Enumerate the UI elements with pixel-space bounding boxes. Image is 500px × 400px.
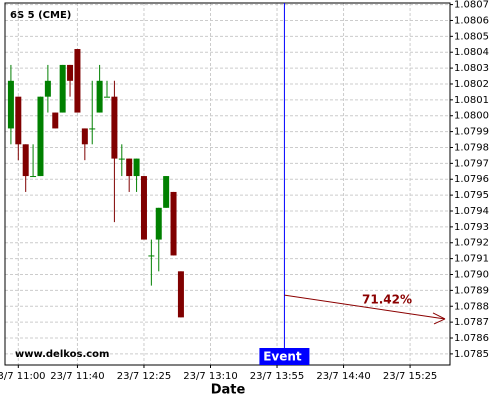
candle-body bbox=[15, 96, 22, 145]
x-tick-label: 23/7 13:55 bbox=[250, 371, 304, 382]
y-tick-label: 1.0795 bbox=[454, 190, 489, 201]
candle-body bbox=[37, 96, 44, 177]
x-tick-label: 23/7 12:25 bbox=[117, 371, 171, 382]
y-tick-label: 1.0800 bbox=[454, 111, 489, 122]
x-tick-label: 23/7 14:40 bbox=[316, 371, 370, 382]
x-tick-label: 23/7 13:10 bbox=[183, 371, 237, 382]
y-tick-label: 1.0786 bbox=[454, 333, 489, 344]
candle-body bbox=[22, 144, 29, 177]
candle-body bbox=[96, 80, 103, 113]
candle-body bbox=[44, 80, 51, 97]
candle-body bbox=[111, 96, 118, 159]
plot-frame bbox=[4, 2, 451, 366]
y-tick-label: 1.0796 bbox=[454, 174, 489, 185]
y-tick-label: 1.0805 bbox=[454, 31, 489, 42]
y-tick-label: 1.0803 bbox=[454, 63, 489, 74]
candle-body bbox=[59, 64, 66, 113]
y-tick-label: 1.0791 bbox=[454, 254, 489, 265]
y-tick-label: 1.0799 bbox=[454, 127, 489, 138]
y-tick-label: 1.0790 bbox=[454, 270, 489, 281]
candle-body bbox=[74, 49, 81, 113]
candle-body bbox=[140, 176, 147, 240]
candle-body bbox=[126, 158, 133, 177]
candle-body bbox=[118, 158, 125, 160]
candle-body bbox=[133, 158, 140, 177]
x-axis-label: Date bbox=[211, 383, 246, 398]
y-tick-label: 1.0797 bbox=[454, 158, 489, 169]
candle-body bbox=[163, 176, 170, 208]
y-tick-label: 1.0807 bbox=[454, 0, 489, 11]
candle-body bbox=[177, 271, 184, 318]
y-tick-label: 1.0794 bbox=[454, 206, 489, 217]
x-tick-label: 23/7 11:00 bbox=[0, 371, 46, 382]
y-tick-label: 1.0787 bbox=[454, 317, 489, 328]
candle-body bbox=[81, 128, 88, 145]
candle-body bbox=[170, 191, 177, 256]
y-tick-label: 1.0793 bbox=[454, 222, 489, 233]
candle-body bbox=[148, 255, 155, 257]
candle-body bbox=[7, 80, 14, 129]
candle-body bbox=[155, 207, 162, 240]
y-tick-label: 1.0785 bbox=[454, 349, 489, 360]
y-tick-label: 1.0792 bbox=[454, 238, 489, 249]
y-tick-label: 1.0804 bbox=[454, 47, 489, 58]
x-tick-label: 23/7 15:25 bbox=[383, 371, 437, 382]
candle-body bbox=[52, 112, 59, 129]
chart-title: 6S 5 (CME) bbox=[10, 10, 71, 21]
forecast-arrow bbox=[284, 294, 446, 320]
y-tick-label: 1.0789 bbox=[454, 285, 489, 296]
candle-body bbox=[89, 128, 96, 130]
y-tick-label: 1.0802 bbox=[454, 79, 489, 90]
y-tick-label: 1.0801 bbox=[454, 95, 489, 106]
watermark: www.delkos.com bbox=[15, 349, 109, 360]
y-tick-label: 1.0806 bbox=[454, 15, 489, 26]
y-tick-label: 1.0788 bbox=[454, 301, 489, 312]
arrow-head bbox=[432, 312, 446, 325]
candle-body bbox=[104, 96, 111, 98]
event-box bbox=[259, 348, 310, 365]
event-label: Event bbox=[263, 350, 302, 364]
candle-body bbox=[30, 176, 37, 178]
forecast-label: 71.42% bbox=[362, 293, 412, 307]
y-tick-label: 1.0798 bbox=[454, 142, 489, 153]
x-tick-label: 23/7 11:40 bbox=[50, 371, 104, 382]
candle-body bbox=[67, 64, 74, 81]
